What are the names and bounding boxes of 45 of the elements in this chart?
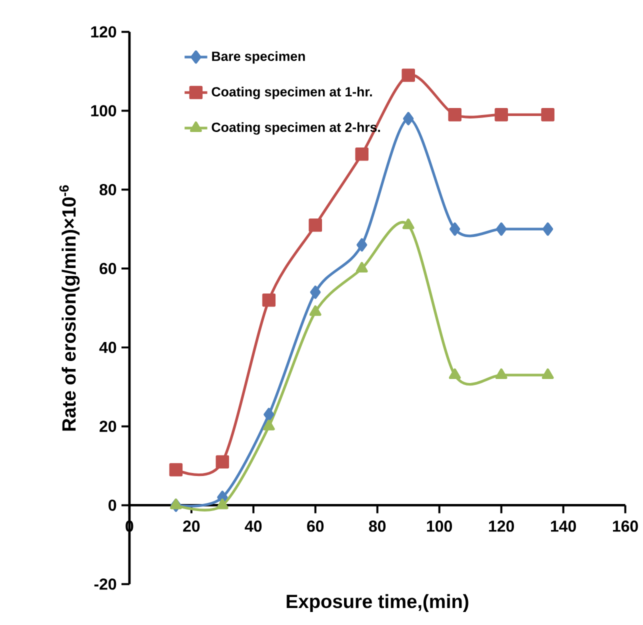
- legend-label: Bare specimen: [212, 51, 305, 64]
- y-axis-title: Rate of erosion(g/min)×10$^{-6}$: [59, 185, 80, 430]
- point: [448, 368, 461, 379]
- x-tick-label: 100: [427, 520, 452, 532]
- point: [355, 147, 369, 161]
- point: [216, 498, 228, 510]
- x-tick-label: 20: [183, 520, 200, 532]
- x-tick-label: 80: [369, 520, 386, 532]
- y-tick-label: 60: [100, 262, 116, 274]
- x-tick-label: 160: [613, 520, 638, 532]
- point: [402, 68, 415, 82]
- x-axis-title: Exposure time,(min): [286, 594, 468, 612]
- point: [216, 455, 230, 468]
- y-tick-label: 0: [108, 499, 116, 511]
- point: [264, 408, 274, 421]
- y-tick-label: 20: [100, 420, 116, 432]
- point: [262, 420, 275, 430]
- point: [494, 108, 508, 122]
- point: [541, 108, 554, 122]
- x-tick-label: 140: [551, 520, 576, 532]
- point: [450, 222, 460, 236]
- point: [403, 112, 414, 126]
- point: [309, 305, 322, 316]
- y-tick-label: 80: [100, 184, 116, 196]
- point: [169, 462, 183, 476]
- point: [262, 293, 276, 307]
- y-tick-label: 120: [91, 26, 116, 38]
- point: [448, 108, 462, 122]
- y-tick-label: 40: [99, 342, 116, 353]
- point: [356, 238, 368, 252]
- point: [310, 285, 321, 299]
- legend-label: Coating specimen at 1-hr.: [212, 86, 372, 100]
- point: [495, 368, 508, 379]
- point: [496, 222, 507, 236]
- x-tick-label: 120: [489, 520, 514, 532]
- x-tick-label: 60: [307, 520, 324, 532]
- point: [356, 262, 368, 272]
- y-tick-label: -20: [94, 578, 116, 590]
- point: [402, 218, 414, 229]
- point: [170, 498, 182, 510]
- point: [308, 218, 322, 232]
- point: [542, 368, 554, 379]
- x-tick-label: 40: [244, 520, 262, 532]
- y-tick-label: 100: [91, 104, 116, 116]
- point: [542, 222, 554, 236]
